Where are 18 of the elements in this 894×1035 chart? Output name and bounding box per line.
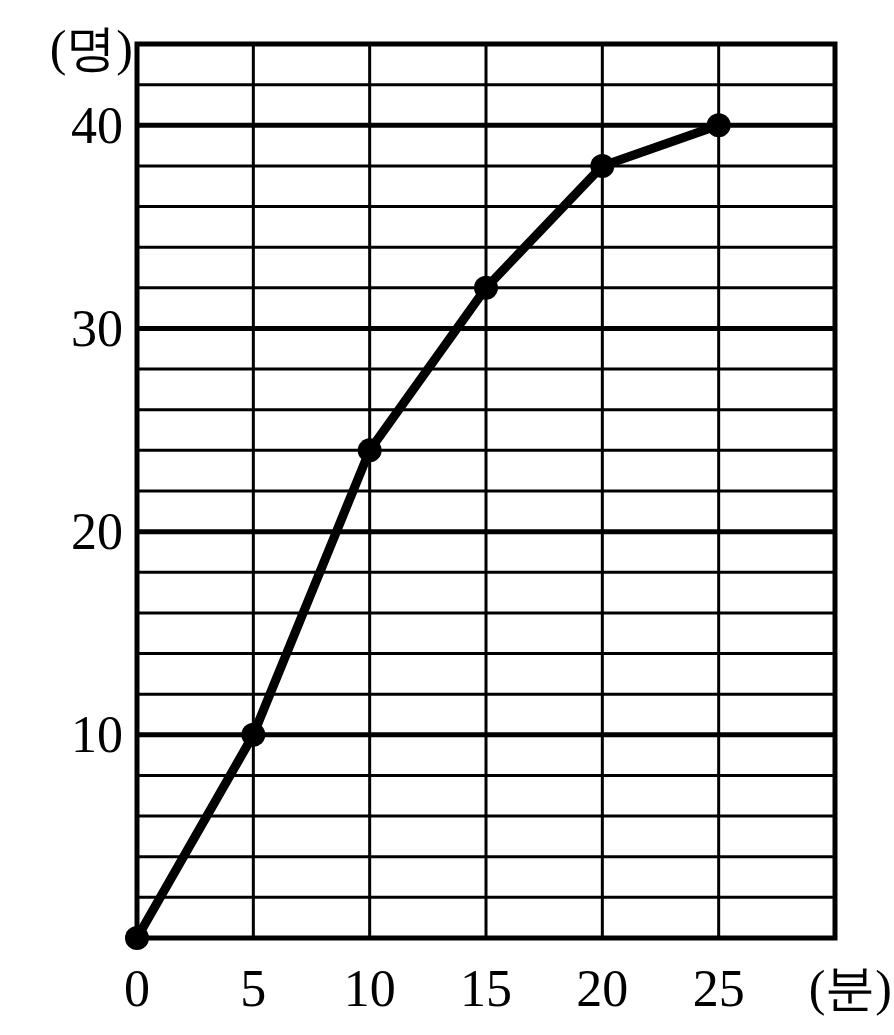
x-tick-label: 15 <box>460 959 512 1017</box>
x-tick-label: 20 <box>576 959 629 1017</box>
x-tick-label: 0 <box>124 959 150 1017</box>
point <box>706 113 731 138</box>
point <box>125 926 149 950</box>
point <box>474 275 498 300</box>
x-tick-label: 25 <box>692 959 745 1017</box>
y-tick-label: 10 <box>71 706 123 764</box>
y-tick-label: 30 <box>71 299 123 357</box>
point <box>357 438 382 463</box>
x-axis-title: (분) <box>808 960 892 1016</box>
x-tick-label: 10 <box>343 959 396 1017</box>
y-tick-label: 20 <box>71 503 123 561</box>
point <box>590 153 615 178</box>
x-tick-label: 5 <box>240 959 267 1017</box>
y-tick-label: 40 <box>71 96 123 154</box>
point <box>241 722 266 747</box>
y-axis-title: (명) <box>49 20 133 76</box>
